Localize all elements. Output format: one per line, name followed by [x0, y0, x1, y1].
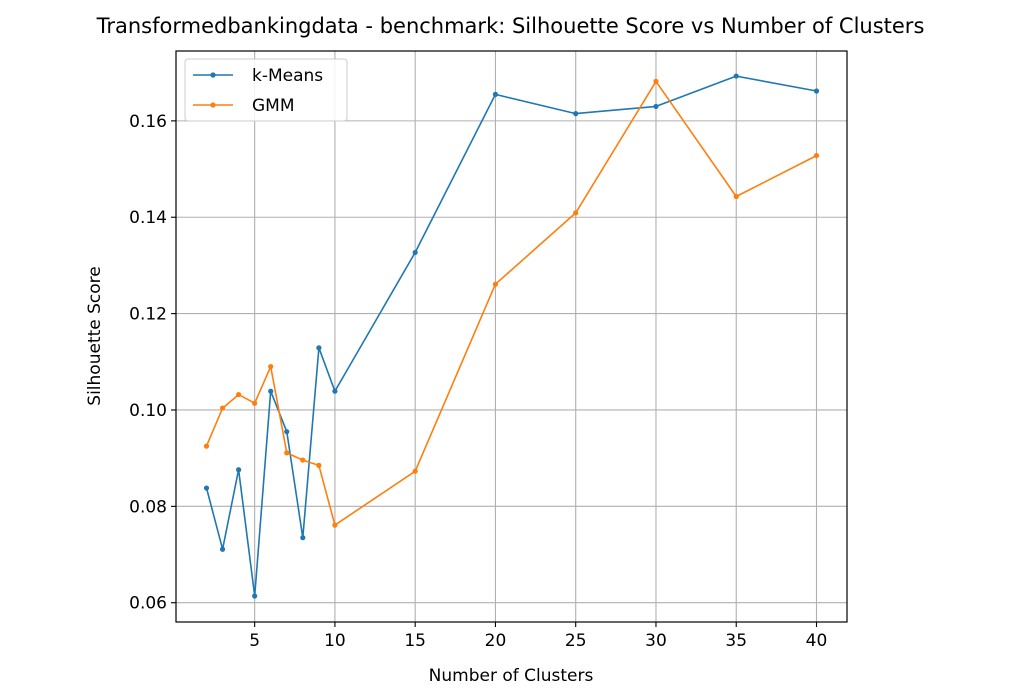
- data-point-gmm: [412, 468, 418, 474]
- legend-marker-k-means: [210, 72, 216, 78]
- data-point-gmm: [653, 78, 659, 84]
- data-point-gmm: [300, 457, 306, 463]
- plot-area: [176, 51, 847, 622]
- legend-label-k-means: k-Means: [252, 66, 323, 86]
- y-tick-label: 0.10: [129, 401, 167, 421]
- data-point-gmm: [236, 391, 242, 398]
- data-point-k-means: [268, 388, 274, 394]
- legend: k-Means GMM: [184, 58, 348, 122]
- x-tick-label: 10: [324, 631, 346, 651]
- data-point-gmm: [316, 462, 322, 468]
- series-layer: [203, 73, 820, 599]
- data-point-k-means: [492, 91, 499, 97]
- x-axis-label: Number of Clusters: [429, 666, 594, 686]
- y-tick-label: 0.06: [129, 594, 167, 614]
- y-tick-label: 0.12: [129, 305, 167, 325]
- x-tick-label: 5: [249, 631, 260, 651]
- data-point-gmm: [813, 152, 820, 159]
- data-point-gmm: [492, 281, 499, 287]
- data-point-k-means: [300, 535, 306, 541]
- y-tick-label: 0.14: [129, 208, 167, 228]
- series-k-means: [203, 73, 820, 599]
- plot-frame: [175, 50, 848, 623]
- legend-marker-gmm: [210, 102, 216, 108]
- data-point-gmm: [219, 405, 226, 411]
- data-point-gmm: [733, 193, 739, 200]
- data-point-k-means: [332, 388, 338, 394]
- grid-lines: [176, 51, 847, 622]
- y-tick-label: 0.16: [129, 112, 167, 132]
- data-point-k-means: [573, 111, 579, 117]
- data-point-k-means: [284, 429, 290, 435]
- data-point-k-means: [203, 485, 210, 491]
- series-gmm: [203, 78, 820, 528]
- data-point-gmm: [573, 210, 579, 216]
- y-axis-label: Silhouette Score: [85, 266, 105, 405]
- x-tick-label: 25: [565, 631, 587, 651]
- data-point-k-means: [813, 88, 820, 94]
- data-point-k-means: [316, 345, 322, 351]
- x-tick-label: 15: [404, 631, 426, 651]
- x-tick-label: 40: [806, 631, 828, 651]
- x-tick-label: 30: [645, 631, 667, 651]
- data-point-gmm: [203, 443, 210, 449]
- data-point-gmm: [284, 450, 290, 456]
- x-tick-label: 20: [485, 631, 507, 651]
- data-point-k-means: [653, 103, 659, 110]
- legend-label-gmm: GMM: [252, 96, 295, 116]
- data-point-k-means: [412, 249, 418, 256]
- data-point-gmm: [268, 364, 274, 370]
- data-point-gmm: [332, 522, 338, 528]
- y-tick-label: 0.08: [129, 497, 167, 517]
- chart-title: Transformedbankingdata - benchmark: Silh…: [96, 14, 925, 38]
- axes: 5 10 15 20 25 30 35 40 0.06 0.08 0.10 0.12 0.14 0.16: [129, 112, 827, 651]
- data-point-k-means: [252, 593, 258, 599]
- data-point-k-means: [236, 467, 242, 473]
- data-point-k-means: [219, 546, 226, 552]
- data-point-gmm: [252, 400, 258, 406]
- x-tick-label: 35: [725, 631, 747, 651]
- data-point-k-means: [733, 73, 739, 79]
